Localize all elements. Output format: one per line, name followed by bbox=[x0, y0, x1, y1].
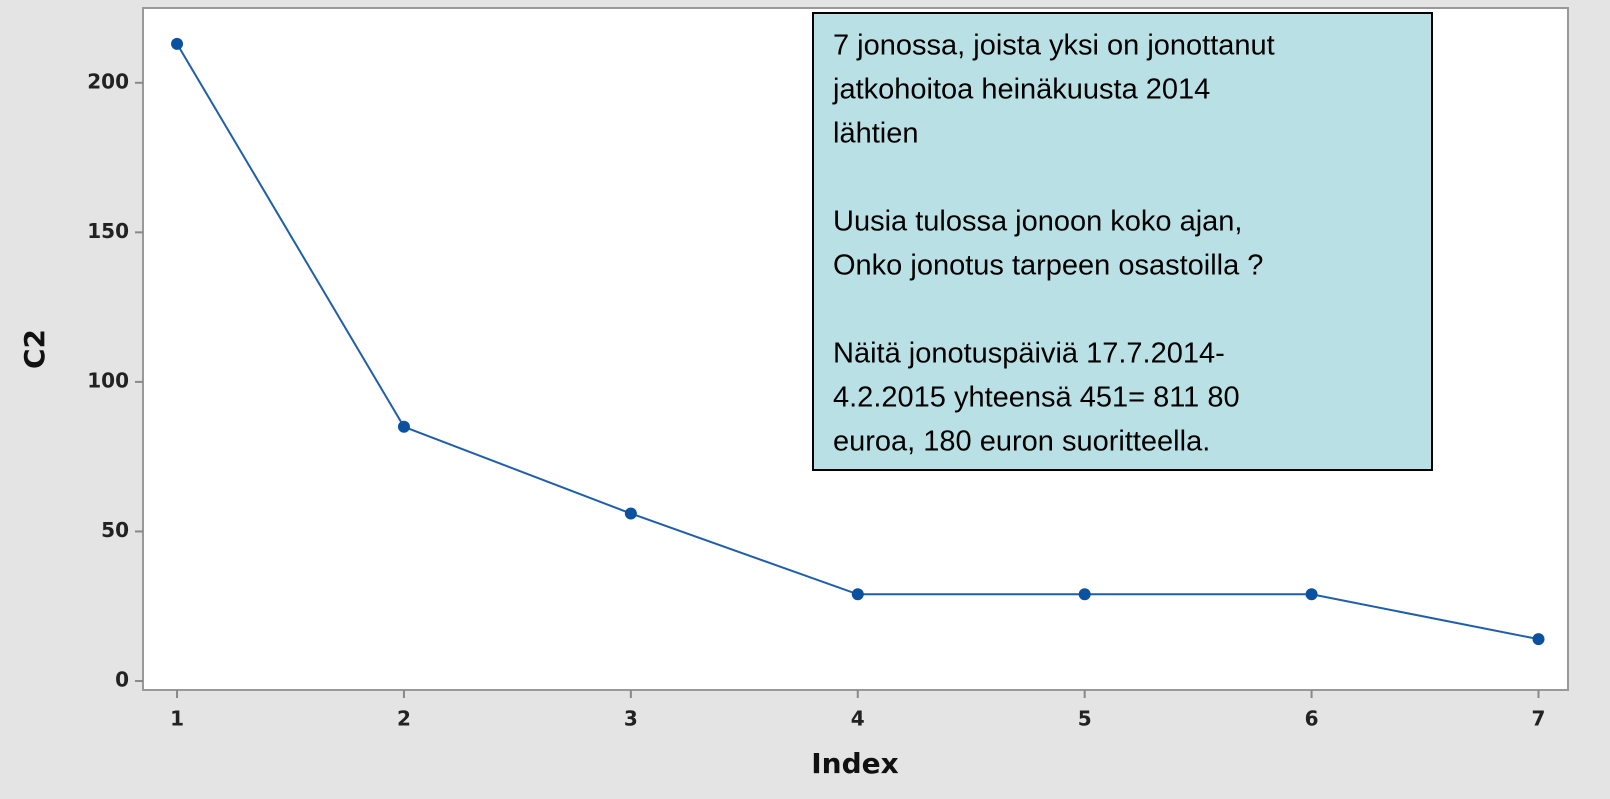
x-tick-label: 6 bbox=[1305, 707, 1319, 731]
y-tick-label: 200 bbox=[87, 69, 129, 93]
data-point bbox=[397, 420, 410, 433]
y-tick-label: 100 bbox=[87, 368, 129, 392]
y-tick-label: 150 bbox=[87, 219, 129, 243]
x-tick-label: 3 bbox=[624, 707, 638, 731]
annotation-box bbox=[812, 12, 1433, 471]
x-tick-label: 2 bbox=[397, 707, 411, 731]
annotation-text: euroa, 180 euron suoritteella. bbox=[833, 426, 1210, 458]
data-point bbox=[624, 507, 637, 520]
x-tick-label: 1 bbox=[170, 707, 184, 731]
data-point bbox=[1305, 588, 1318, 601]
data-point bbox=[1078, 588, 1091, 601]
x-tick-label: 4 bbox=[851, 707, 865, 731]
x-tick-label: 7 bbox=[1532, 707, 1546, 731]
x-tick-label: 5 bbox=[1078, 707, 1092, 731]
annotation-text: Onko jonotus tarpeen osastoilla ? bbox=[833, 250, 1263, 282]
annotation-text: Uusia tulossa jonoon koko ajan, bbox=[833, 206, 1242, 238]
data-point bbox=[851, 588, 864, 601]
annotation-text: 7 jonossa, joista yksi on jonottanut bbox=[833, 30, 1275, 62]
annotation-text: Näitä jonotuspäiviä 17.7.2014- bbox=[833, 338, 1225, 370]
data-point bbox=[1532, 633, 1545, 646]
data-point bbox=[171, 37, 184, 50]
annotation-text: lähtien bbox=[833, 118, 918, 150]
y-tick-label: 50 bbox=[101, 518, 129, 542]
x-axis-title: Index bbox=[811, 747, 898, 780]
annotation-text: jatkohoitoa heinäkuusta 2014 bbox=[832, 74, 1210, 106]
y-axis-title: C2 bbox=[18, 329, 51, 369]
annotation-text: 4.2.2015 yhteensä 451= 811 80 bbox=[833, 382, 1240, 414]
y-tick-label: 0 bbox=[115, 668, 129, 692]
